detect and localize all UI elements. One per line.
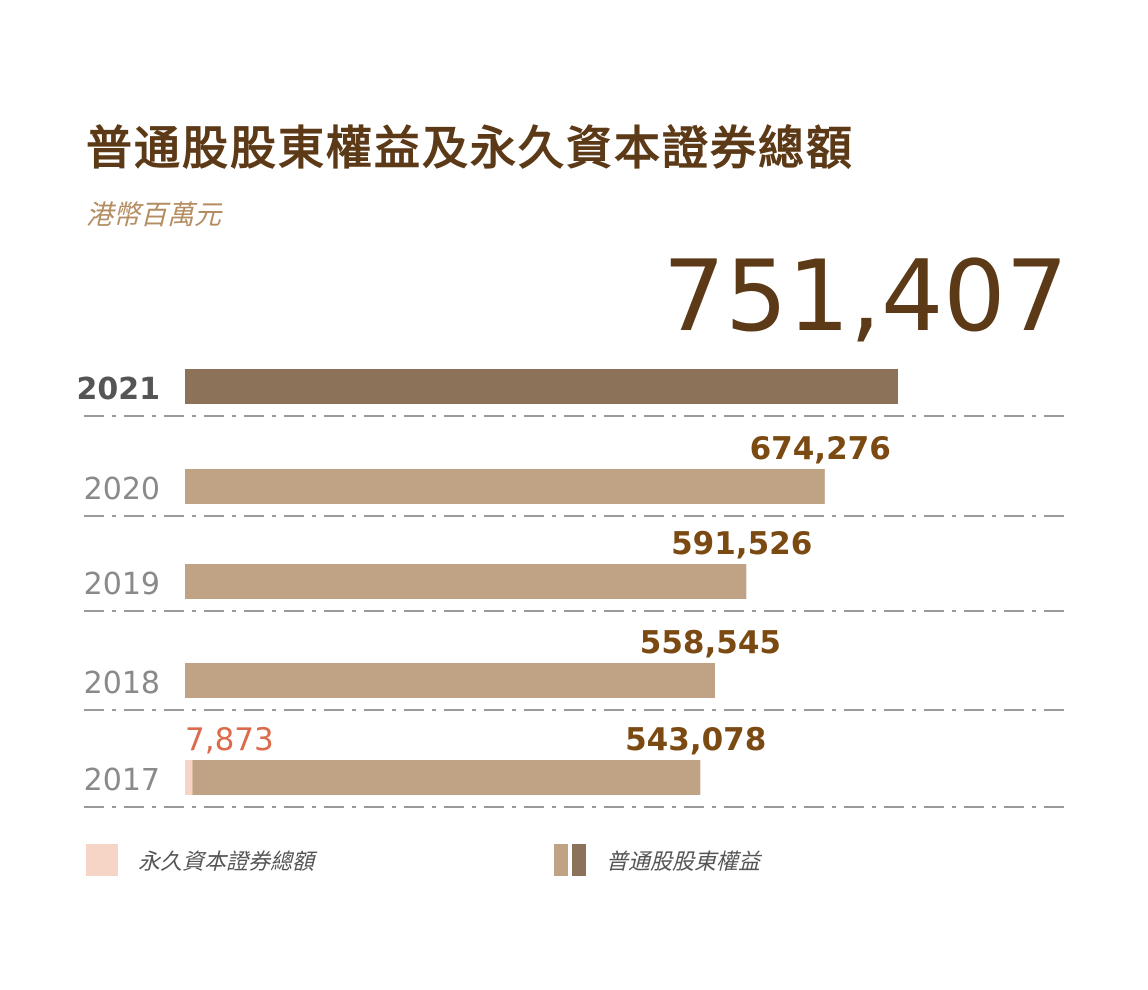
year-label-2018: 2018	[84, 666, 160, 701]
total-label-2017: 543,078	[625, 722, 766, 758]
total-label-2020: 674,276	[750, 431, 891, 467]
legend-swatch-perpetual	[86, 844, 118, 876]
perpetual-label-2017: 7,873	[185, 722, 274, 758]
total-label-2018: 558,545	[640, 625, 781, 661]
bar-chart: 2021 751,407 2020 674,276 2019 591,526 2018 558…	[77, 240, 1068, 808]
year-label-2019: 2019	[84, 567, 160, 602]
chart-title: 普通股股東權益及永久資本證券總額	[86, 121, 854, 175]
legend-item-perpetual: 永久資本證券總額	[86, 842, 314, 878]
bar-equity-2018	[185, 663, 715, 698]
legend-swatch-equity-past	[554, 844, 568, 876]
legend-label-perpetual: 永久資本證券總額	[138, 850, 315, 875]
legend-label-equity: 普通股股東權益	[606, 850, 761, 875]
year-label-2021: 2021	[77, 372, 161, 407]
bar-equity-2019	[185, 564, 747, 599]
bar-equity-2017	[192, 760, 701, 795]
total-label-2021: 751,407	[663, 240, 1068, 354]
bar-equity-2020	[185, 469, 825, 504]
bar-equity-2021	[185, 369, 898, 404]
year-label-2017: 2017	[84, 763, 160, 798]
year-label-2020: 2020	[84, 472, 160, 507]
total-label-2019: 591,526	[671, 526, 812, 562]
bar-perpetual-2017	[185, 760, 193, 795]
legend-item-equity: 普通股股東權益	[554, 842, 760, 878]
legend-swatch-equity-current	[572, 844, 586, 876]
chart-subtitle: 港幣百萬元	[86, 200, 221, 231]
